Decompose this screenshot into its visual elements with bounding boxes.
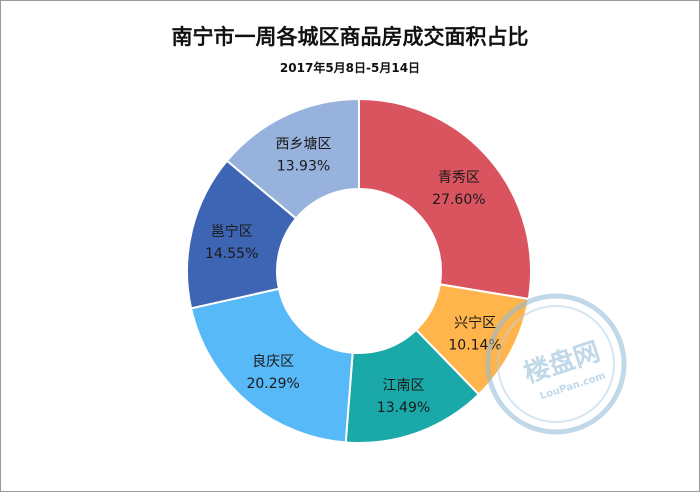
slice-name-0: 青秀区 [438, 170, 480, 186]
slice-name-3: 良庆区 [252, 354, 294, 370]
slice-3 [189, 287, 354, 444]
slice-5 [225, 97, 360, 220]
chart-subtitle: 2017年5月8日-5月14日 [279, 61, 421, 75]
slice-value-0: 27.60% [432, 192, 485, 208]
slice-value-5: 13.93% [277, 158, 330, 174]
slice-4 [186, 159, 298, 310]
chart-title: 南宁市一周各城区商品房成交面积占比 [171, 25, 529, 49]
slice-value-4: 14.55% [205, 246, 258, 262]
slice-name-5: 西乡塘区 [275, 136, 331, 152]
slice-name-2: 江南区 [382, 378, 424, 394]
donut-slices [186, 97, 532, 444]
slice-value-3: 20.29% [246, 376, 299, 392]
slice-0 [358, 97, 532, 301]
slice-value-2: 13.49% [377, 400, 430, 416]
loupan-watermark: 楼盘网 LouPan.com [485, 293, 627, 435]
slice-name-1: 兴宁区 [454, 315, 496, 332]
slice-name-4: 邕宁区 [211, 223, 253, 240]
